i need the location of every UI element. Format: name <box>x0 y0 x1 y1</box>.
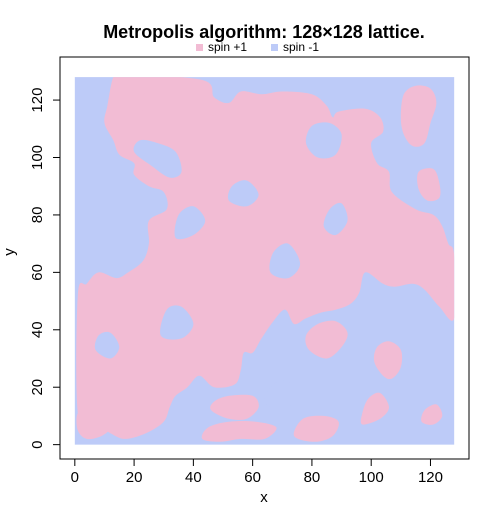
lattice <box>74 77 455 445</box>
x-tick-label: 80 <box>304 469 321 486</box>
spin-up-domain <box>394 237 422 264</box>
y-tick-label: 80 <box>29 207 46 224</box>
x-tick-label: 20 <box>126 469 143 486</box>
spin-up-domain <box>433 269 452 290</box>
spin-up-domain <box>76 409 111 440</box>
y-tick-label: 120 <box>29 88 46 113</box>
spin-down-domain <box>269 243 301 279</box>
spin-up-domain <box>373 341 403 380</box>
spin-down-domain <box>174 206 206 240</box>
spin-down-domain <box>264 380 295 411</box>
spin-down-domain <box>94 331 120 359</box>
spin-up-domain <box>360 392 389 425</box>
y-axis: 0 20 40 60 80 100 120 <box>29 88 61 449</box>
spin-down-domain <box>160 305 194 340</box>
spin-up-domain <box>421 404 443 425</box>
legend-swatch-spin-up <box>196 44 203 51</box>
y-tick-label: 40 <box>29 321 46 338</box>
x-tick-label: 40 <box>185 469 202 486</box>
spin-up-domain <box>400 85 437 147</box>
x-tick-label: 60 <box>244 469 261 486</box>
y-tick-label: 0 <box>29 440 46 448</box>
legend-label-spin-up: spin +1 <box>208 40 247 54</box>
y-tick-label: 100 <box>29 145 46 170</box>
y-tick-label: 20 <box>29 379 46 396</box>
x-axis: 0 20 40 60 80 100 120 <box>71 458 443 486</box>
chart-title: Metropolis algorithm: 128×128 lattice. <box>103 22 425 42</box>
spin-up-domain <box>133 355 182 408</box>
x-tick-label: 100 <box>359 469 384 486</box>
y-axis-label: y <box>1 248 18 256</box>
spin-up-domain <box>293 415 339 442</box>
x-tick-label: 120 <box>418 469 443 486</box>
x-tick-label: 0 <box>71 469 79 486</box>
spin-up-domain <box>417 168 441 202</box>
spin-down-domain <box>227 180 259 207</box>
spin-up-domain <box>305 320 348 359</box>
spin-down-domain <box>133 139 182 178</box>
spin-up-domain <box>201 420 277 442</box>
spin-down-domain <box>305 122 342 159</box>
spin-up-domain <box>210 394 259 421</box>
legend-label-spin-down: spin -1 <box>283 40 319 54</box>
legend: spin +1 spin -1 <box>196 40 319 54</box>
y-tick-label: 60 <box>29 264 46 281</box>
x-axis-label: x <box>260 489 268 506</box>
spin-regions <box>76 77 455 442</box>
spin-up-domain <box>139 85 170 116</box>
spin-down-domain <box>323 202 348 236</box>
legend-swatch-spin-down <box>271 44 278 51</box>
